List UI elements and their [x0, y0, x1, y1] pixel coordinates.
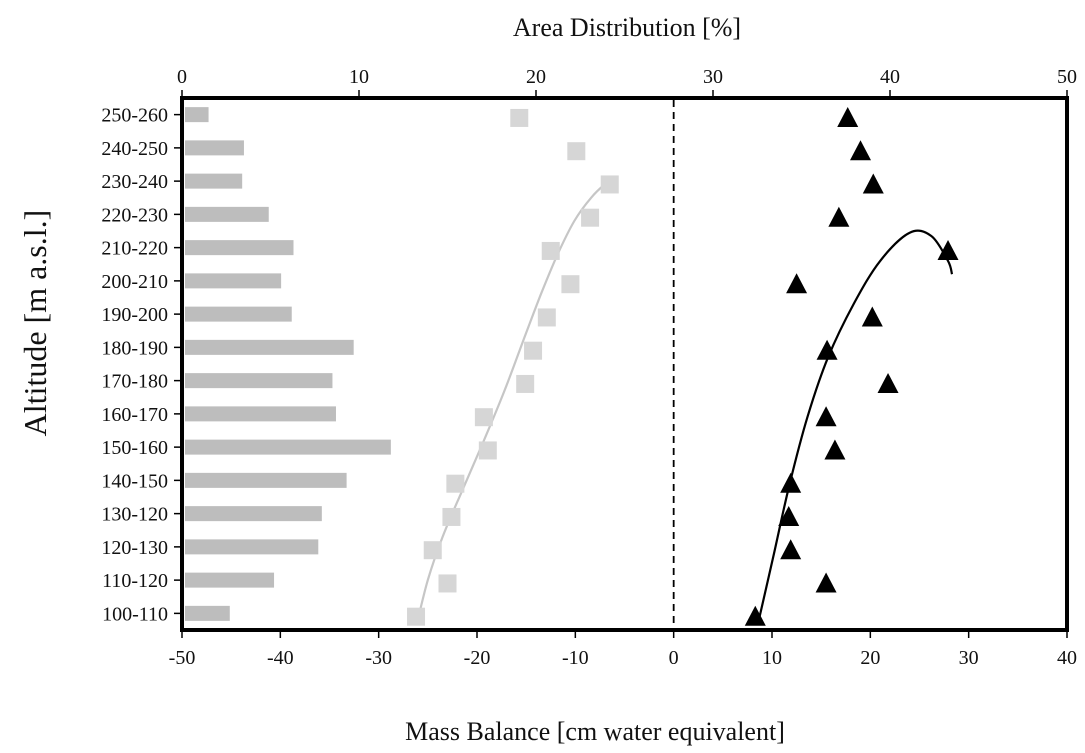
y-axis-tick-label: 130-120 [101, 504, 168, 526]
black-triangle-point [744, 605, 766, 626]
black-triangle-point [850, 140, 871, 161]
area-bar [185, 406, 336, 422]
y-axis-tick-label: 110-120 [102, 570, 168, 592]
area-bar [185, 572, 275, 588]
top-axis-tick-label: 20 [526, 66, 546, 88]
black-triangle-point [837, 106, 859, 127]
gray-square-point [581, 208, 600, 227]
top-axis-tick-label: 0 [177, 66, 187, 88]
area-bar [185, 605, 230, 621]
area-bar [185, 206, 269, 222]
y-axis-tick-label: 190-200 [101, 304, 168, 326]
black-triangle-point [816, 339, 838, 360]
y-axis-tick-label: 170-180 [101, 371, 168, 393]
area-bar [185, 306, 292, 322]
gray-square-point [561, 275, 580, 294]
black-triangle-point [937, 239, 959, 260]
bottom-axis-tick-label: 0 [669, 647, 679, 669]
y-axis-tick-label: 200-210 [101, 271, 168, 293]
gray-square-point [510, 108, 529, 127]
area-bar [185, 373, 333, 389]
y-axis-tick-label: 100-110 [102, 603, 168, 625]
top-axis-tick-label: 30 [703, 66, 723, 88]
black-triangle-point [862, 173, 884, 194]
gray-trend-line [415, 180, 613, 624]
y-axis-title: Altitude [m a.s.l.] [17, 210, 53, 437]
gray-square-point [600, 175, 619, 194]
area-bar [185, 539, 319, 555]
black-triangle-point [778, 505, 800, 526]
gray-square-point [474, 408, 493, 427]
y-axis-tick-label: 220-230 [101, 204, 168, 226]
area-bar [185, 140, 244, 156]
plot-frame [180, 96, 1069, 632]
bottom-axis-title: Mass Balance [cm water equivalent] [405, 717, 785, 746]
top-axis-title: Area Distribution [%] [513, 13, 741, 42]
area-bar [185, 273, 282, 289]
y-axis-tick-label: 250-260 [101, 105, 168, 127]
top-axis-tick-label: 40 [880, 66, 900, 88]
top-axis-tick-label: 50 [1057, 66, 1077, 88]
area-bar [185, 339, 354, 355]
y-axis-tick-label: 150-160 [101, 437, 168, 459]
bottom-axis-tick-label: -10 [562, 647, 589, 669]
y-axis-tick-label: 140-150 [101, 470, 168, 492]
top-axis-tick-label: 10 [349, 66, 369, 88]
gray-square-point [446, 474, 465, 493]
black-triangle-point [780, 539, 802, 560]
bottom-axis-tick-label: -40 [267, 647, 294, 669]
area-bar [185, 506, 322, 522]
gray-square-point [478, 441, 497, 460]
black-triangle-point [780, 472, 802, 493]
black-trend-line [758, 229, 954, 619]
area-bar [185, 472, 347, 488]
gray-square-point [442, 507, 461, 526]
y-axis-tick-label: 240-250 [101, 138, 168, 160]
gray-square-point [407, 607, 426, 626]
trend-lines [415, 180, 954, 624]
black-triangle-point [828, 206, 850, 227]
area-bar [185, 173, 243, 189]
black-triangle-point [861, 306, 883, 327]
y-axis-tick-label: 120-130 [101, 537, 168, 559]
gray-square-point [537, 308, 556, 327]
area-distribution-bars [185, 107, 391, 621]
y-axis-tick-label: 230-240 [101, 171, 168, 193]
area-bar [185, 240, 294, 256]
bottom-axis-tick-label: 40 [1057, 647, 1077, 669]
gray-square-point [567, 142, 586, 161]
y-axis-tick-label: 210-220 [101, 238, 168, 260]
axis-ticks: 0 10 20 30 40 50 -50 -40 -30 -20 -10 0 10 20 30 40 250-2… [101, 66, 1077, 669]
gray-square-point [423, 541, 442, 560]
bottom-axis-tick-label: 20 [860, 647, 880, 669]
gray-square-point [541, 241, 560, 260]
y-axis-tick-label: 160-170 [101, 404, 168, 426]
black-triangle-point [877, 372, 899, 393]
area-bar [185, 107, 209, 123]
bottom-axis-tick-label: -30 [365, 647, 392, 669]
bottom-axis-tick-label: -20 [464, 647, 491, 669]
gray-square-point [438, 574, 457, 593]
gray-square-point [516, 374, 535, 393]
black-triangle-point [824, 439, 846, 460]
gray-square-point [524, 341, 543, 360]
black-triangle-point [786, 273, 808, 294]
y-axis-tick-label: 180-190 [101, 337, 168, 359]
black-triangle-point [815, 406, 837, 427]
black-triangle-point [815, 572, 837, 593]
bottom-axis-tick-label: -50 [169, 647, 196, 669]
bottom-axis-tick-label: 30 [959, 647, 979, 669]
area-bar [185, 439, 391, 455]
data-points [407, 106, 959, 626]
bottom-axis-tick-label: 10 [762, 647, 782, 669]
